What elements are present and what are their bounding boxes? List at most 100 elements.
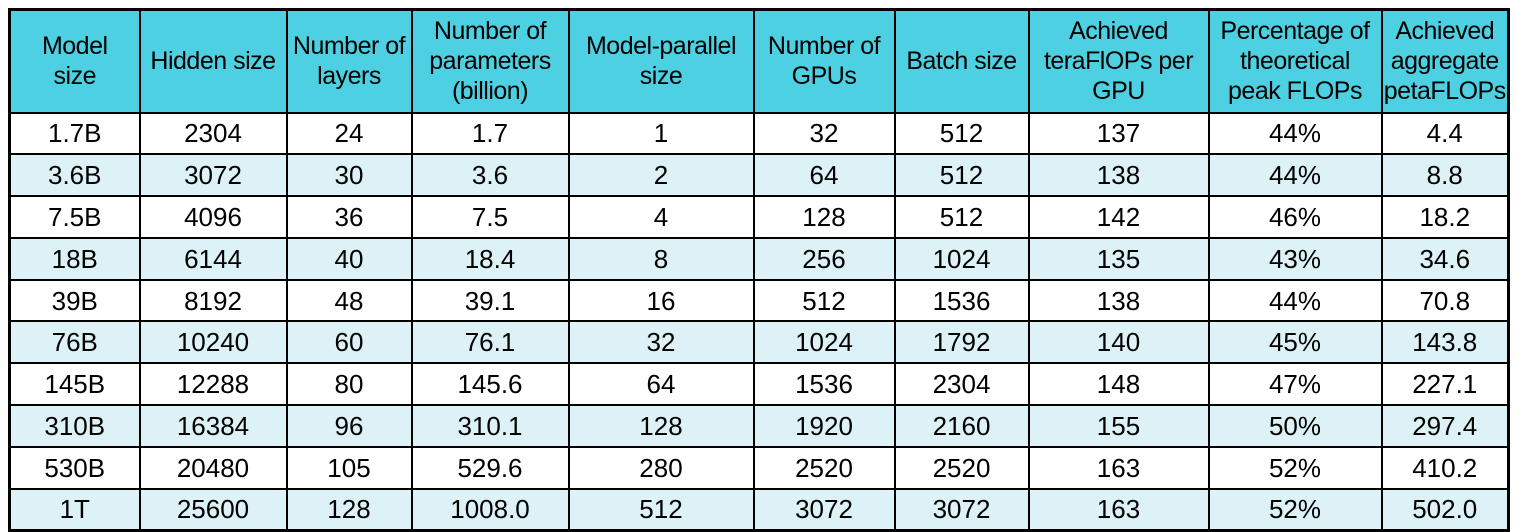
table-cell: 128 [567,404,755,448]
table-cell: 410.2 [1380,445,1510,490]
table-cell: 3.6B [8,153,141,198]
table-cell: 7.5B [8,195,141,239]
column-header: Batch size [893,8,1030,114]
column-header: Number of GPUs [752,8,896,114]
table-cell: 6144 [138,236,288,281]
table-cell: 1.7 [410,111,570,156]
table-cell: 50% [1207,404,1383,448]
table-cell: 1 [567,111,755,156]
table-cell: 39B [8,278,141,323]
table-cell: 2160 [893,404,1030,448]
table-cell: 18B [8,236,141,281]
table-cell: 3072 [893,487,1030,532]
table-cell: 4 [567,195,755,239]
column-header: Number of layers [285,8,413,114]
table-cell: 140 [1027,320,1210,365]
table-cell: 48 [285,278,413,323]
table-cell: 64 [752,153,896,198]
table-cell: 8192 [138,278,288,323]
column-header: Hidden size [138,8,288,114]
table-cell: 1792 [893,320,1030,365]
table-cell: 40 [285,236,413,281]
table-cell: 310B [8,404,141,448]
table-cell: 128 [752,195,896,239]
table-cell: 128 [285,487,413,532]
table-cell: 502.0 [1380,487,1510,532]
table-cell: 2 [567,153,755,198]
table-cell: 138 [1027,153,1210,198]
table-cell: 45% [1207,320,1383,365]
table-row: 39B 8192 48 39.1 16 512 1536 138 44% 70.8 [8,278,1510,323]
table-cell: 36 [285,195,413,239]
column-header: Number of parameters (billion) [410,8,570,114]
table-cell: 30 [285,153,413,198]
table-cell: 142 [1027,195,1210,239]
table-cell: 1920 [752,404,896,448]
table-cell: 47% [1207,362,1383,407]
table-cell: 32 [752,111,896,156]
table-cell: 145B [8,362,141,407]
table-cell: 1008.0 [410,487,570,532]
table-cell: 4.4 [1380,111,1510,156]
table-cell: 512 [567,487,755,532]
table-cell: 1536 [893,278,1030,323]
table-cell: 155 [1027,404,1210,448]
table-cell: 310.1 [410,404,570,448]
table-cell: 8.8 [1380,153,1510,198]
table-cell: 163 [1027,445,1210,490]
table-cell: 24 [285,111,413,156]
table-row: 7.5B 4096 36 7.5 4 128 512 142 46% 18.2 [8,195,1510,239]
table-cell: 256 [752,236,896,281]
table-cell: 70.8 [1380,278,1510,323]
table-cell: 43% [1207,236,1383,281]
table-cell: 2520 [893,445,1030,490]
table-row: 1.7B 2304 24 1.7 1 32 512 137 44% 4.4 [8,111,1510,156]
table-cell: 1024 [893,236,1030,281]
table-cell: 135 [1027,236,1210,281]
table-cell: 148 [1027,362,1210,407]
table-cell: 16 [567,278,755,323]
table-cell: 32 [567,320,755,365]
table-row: 18B 6144 40 18.4 8 256 1024 135 43% 34.6 [8,236,1510,281]
table-cell: 44% [1207,278,1383,323]
table-cell: 3072 [138,153,288,198]
table-cell: 3072 [752,487,896,532]
header-row: Model size Hidden size Number of layers Num… [8,8,1510,114]
table-cell: 512 [752,278,896,323]
table-cell: 530B [8,445,141,490]
table-cell: 1024 [752,320,896,365]
table-canvas: Model size Hidden size Number of layers Num… [8,8,1510,532]
table-cell: 52% [1207,445,1383,490]
table-cell: 46% [1207,195,1383,239]
table-cell: 1.7B [8,111,141,156]
table-row: 530B 20480 105 529.6 280 2520 2520 163 52% 410.2 [8,445,1510,490]
table-cell: 2304 [138,111,288,156]
table-cell: 1T [8,487,141,532]
table-cell: 137 [1027,111,1210,156]
column-header: Model-parallel size [567,8,755,114]
table-cell: 143.8 [1380,320,1510,365]
table-cell: 20480 [138,445,288,490]
table-cell: 76.1 [410,320,570,365]
table-cell: 227.1 [1380,362,1510,407]
table-cell: 4096 [138,195,288,239]
table-cell: 76B [8,320,141,365]
table-cell: 1536 [752,362,896,407]
column-header: Achieved teraFlOPs per GPU [1027,8,1210,114]
table-cell: 512 [893,153,1030,198]
table-row: 76B 10240 60 76.1 32 1024 1792 140 45% 143.8 [8,320,1510,365]
table-cell: 145.6 [410,362,570,407]
table-row: 145B 12288 80 145.6 64 1536 2304 148 47% 227.1 [8,362,1510,407]
table-cell: 18.4 [410,236,570,281]
table-cell: 60 [285,320,413,365]
table-body: 1.7B 2304 24 1.7 1 32 512 137 44% 4.4 3.6B 3072 30 3.… [8,111,1510,532]
table-cell: 297.4 [1380,404,1510,448]
table-cell: 39.1 [410,278,570,323]
table-cell: 18.2 [1380,195,1510,239]
table-cell: 105 [285,445,413,490]
table-cell: 10240 [138,320,288,365]
table-cell: 52% [1207,487,1383,532]
table-row: 3.6B 3072 30 3.6 2 64 512 138 44% 8.8 [8,153,1510,198]
table-cell: 3.6 [410,153,570,198]
